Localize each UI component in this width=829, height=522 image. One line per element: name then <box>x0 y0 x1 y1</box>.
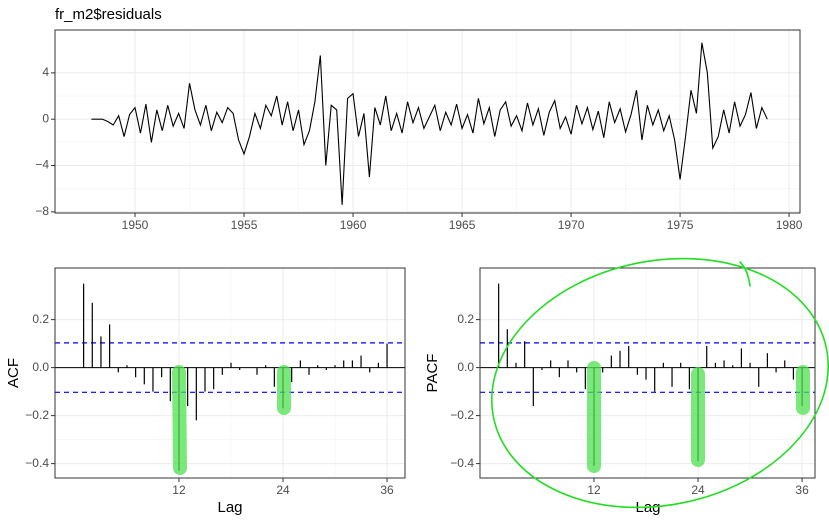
x-tick-label: 1980 <box>776 218 803 232</box>
line <box>91 42 768 205</box>
y-tick-label: 0.2 <box>457 312 474 326</box>
y-tick-label: 4 <box>42 65 49 79</box>
x-tick-label: 1950 <box>122 218 149 232</box>
y-axis-label: PACF <box>424 354 441 393</box>
panel-border <box>54 267 406 479</box>
x-tick-label: 36 <box>795 483 809 497</box>
y-tick-label: −0.2 <box>450 408 474 422</box>
x-tick-label: 1970 <box>558 218 585 232</box>
y-tick-label: −0.4 <box>450 456 474 470</box>
x-tick-label: 24 <box>276 483 290 497</box>
x-tick-label: 36 <box>380 483 394 497</box>
chart-title: fr_m2$residuals <box>55 6 162 23</box>
panel-border <box>479 267 816 479</box>
hand-annotation <box>172 257 829 509</box>
x-axis-label: Lag <box>217 499 242 516</box>
y-tick-label: −0.4 <box>25 456 49 470</box>
x-tick-label: 1975 <box>667 218 694 232</box>
highlight <box>172 365 187 475</box>
y-tick-label: −4 <box>35 158 49 172</box>
x-tick-label: 1960 <box>340 218 367 232</box>
y-tick-label: 0.0 <box>32 360 49 374</box>
panel <box>55 268 405 478</box>
y-tick-label: 0.0 <box>457 360 474 374</box>
y-tick-label: −8 <box>35 204 49 218</box>
x-tick-label: 1965 <box>449 218 476 232</box>
x-tick-label: 12 <box>587 483 601 497</box>
x-tick-label: 1955 <box>231 218 258 232</box>
panel <box>480 268 815 478</box>
y-tick-label: −0.2 <box>25 408 49 422</box>
x-tick-label: 24 <box>691 483 705 497</box>
circle <box>490 257 829 509</box>
y-tick-label: 0 <box>42 111 49 125</box>
x-tick-label: 12 <box>172 483 186 497</box>
y-tick-label: 0.2 <box>32 312 49 326</box>
panel-border <box>54 29 801 214</box>
y-axis-label: ACF <box>5 358 22 388</box>
stroke <box>739 261 751 287</box>
